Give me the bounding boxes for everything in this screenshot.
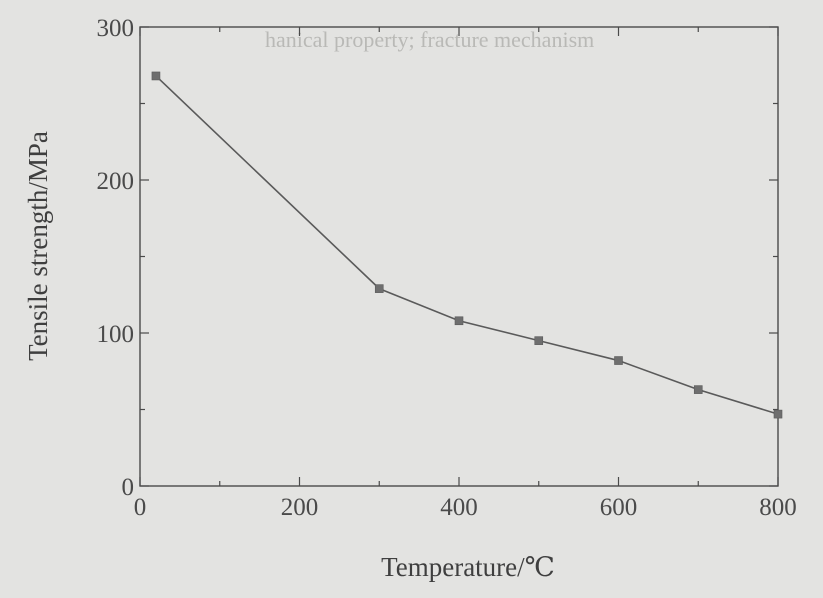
x-tick-label: 0	[134, 494, 147, 521]
y-axis-title: Tensile strength/MPa	[23, 131, 53, 361]
plot-area: 0 200 400 600 800 0 100 200 300	[97, 15, 797, 521]
plot-frame	[139, 26, 779, 487]
x-tick-label: 400	[440, 494, 478, 521]
x-tick-label: 200	[281, 494, 319, 521]
data-point-marker	[374, 284, 384, 293]
data-point-marker	[773, 409, 783, 419]
data-point-marker	[454, 316, 464, 326]
y-tick-label: 200	[97, 168, 135, 195]
data-point-marker	[614, 356, 623, 365]
data-point-marker	[693, 385, 703, 394]
x-tick-label: 600	[600, 494, 638, 521]
y-tick-label: 0	[122, 474, 135, 501]
x-axis-title: Temperature/℃	[381, 552, 555, 582]
data-point-marker	[534, 336, 544, 345]
x-tick-label: 800	[759, 494, 797, 521]
y-tick-label: 100	[97, 321, 135, 348]
y-tick-label: 300	[97, 15, 135, 42]
bleed-through-text: hanical property; fracture mechanism	[265, 27, 594, 52]
series-line	[155, 75, 779, 415]
data-point-marker	[151, 71, 161, 81]
